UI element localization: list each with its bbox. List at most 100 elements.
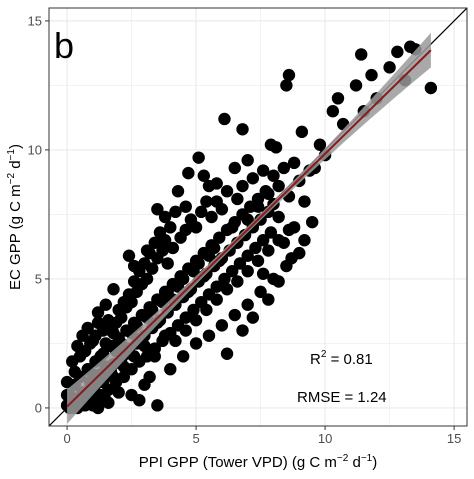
data-point xyxy=(189,337,203,350)
data-point xyxy=(202,329,216,342)
data-point xyxy=(225,221,239,234)
data-point xyxy=(176,272,190,286)
data-point xyxy=(298,195,311,208)
data-point xyxy=(424,81,438,95)
data-point xyxy=(158,329,172,342)
r-squared-symbol: R xyxy=(310,351,321,368)
data-point xyxy=(241,213,254,226)
data-point xyxy=(156,244,169,257)
data-point xyxy=(236,123,249,136)
data-point xyxy=(102,396,115,409)
data-point xyxy=(112,386,125,399)
data-point xyxy=(200,195,213,208)
data-point xyxy=(91,306,105,319)
fit-line xyxy=(66,49,432,408)
data-point xyxy=(225,264,239,278)
data-point xyxy=(215,203,229,216)
data-point xyxy=(151,399,164,412)
data-point xyxy=(127,350,141,363)
x-tick-label: 15 xyxy=(447,431,461,446)
data-point xyxy=(91,401,105,415)
x-axis-title-text: PPI GPP (Tower VPD) xyxy=(139,454,288,471)
data-point xyxy=(189,314,203,327)
r-squared-annotation: R2 = 0.81 xyxy=(310,349,373,368)
y-axis-unit-pre: (g C m xyxy=(7,184,24,229)
data-point xyxy=(215,319,229,332)
data-point xyxy=(272,234,285,247)
y-axis-title-text: EC GPP xyxy=(7,233,24,290)
data-point xyxy=(267,169,280,182)
data-point xyxy=(195,205,208,219)
data-point xyxy=(231,275,244,288)
data-point xyxy=(391,45,404,59)
plot-border xyxy=(48,7,468,427)
data-point xyxy=(197,169,211,182)
data-point xyxy=(158,210,172,224)
data-point xyxy=(148,236,161,250)
data-point xyxy=(220,283,234,296)
data-point xyxy=(140,244,154,257)
data-point xyxy=(182,166,195,180)
data-point xyxy=(228,308,241,322)
data-point xyxy=(272,275,285,288)
data-point xyxy=(81,321,94,335)
panel-label: b xyxy=(54,25,74,66)
data-point xyxy=(349,79,363,92)
data-point xyxy=(262,244,275,257)
data-point xyxy=(169,334,182,348)
data-point xyxy=(140,272,154,286)
data-point xyxy=(143,370,156,384)
data-point xyxy=(210,293,223,306)
x-tick-label: 0 xyxy=(63,431,70,446)
data-point xyxy=(355,48,368,61)
data-point xyxy=(298,234,311,247)
data-point xyxy=(256,234,270,247)
data-point xyxy=(280,79,293,92)
data-point xyxy=(313,138,327,151)
y-tick-label: 15 xyxy=(28,13,42,28)
y-tick-label: 0 xyxy=(35,400,42,415)
data-point xyxy=(262,293,275,306)
data-point xyxy=(295,125,309,139)
x-axis-unit-exp2: −1 xyxy=(361,453,373,464)
y-tick-label: 5 xyxy=(35,271,42,286)
y-tick-label: 10 xyxy=(28,142,42,157)
data-point xyxy=(164,221,177,234)
data-point xyxy=(205,210,218,224)
data-point xyxy=(231,192,244,206)
data-point xyxy=(220,184,234,198)
y-axis-unit-exp1: −2 xyxy=(6,173,17,185)
data-point xyxy=(89,329,102,342)
data-point xyxy=(210,280,223,293)
x-axis-title: PPI GPP (Tower VPD) (g C m−2 d−1) xyxy=(139,453,377,471)
data-point xyxy=(331,92,345,105)
data-point xyxy=(277,161,291,175)
data-point xyxy=(251,200,265,213)
data-point xyxy=(272,179,285,193)
data-point xyxy=(133,393,146,407)
data-point xyxy=(262,187,275,200)
data-point xyxy=(171,184,185,198)
data-point xyxy=(218,112,231,126)
data-point xyxy=(285,252,298,265)
data-point xyxy=(210,177,223,190)
data-point xyxy=(236,179,249,193)
x-tick-label: 5 xyxy=(192,431,199,446)
data-point xyxy=(148,350,161,363)
data-point xyxy=(146,262,159,275)
data-point xyxy=(192,257,205,270)
x-axis-unit-pre: (g C m xyxy=(292,454,337,471)
data-point xyxy=(60,375,74,389)
rmse-annotation: RMSE = 1.24 xyxy=(297,389,387,406)
y-axis-unit-mid: d xyxy=(7,160,24,173)
data-point xyxy=(138,339,151,353)
data-point xyxy=(200,303,213,317)
r-squared-value: = 0.81 xyxy=(326,351,372,368)
data-point xyxy=(236,324,249,337)
data-point xyxy=(99,337,112,350)
data-point xyxy=(383,61,396,74)
y-axis-unit-post: ) xyxy=(7,144,24,149)
data-point xyxy=(179,200,192,213)
data-point xyxy=(107,283,120,296)
data-point xyxy=(158,234,172,247)
